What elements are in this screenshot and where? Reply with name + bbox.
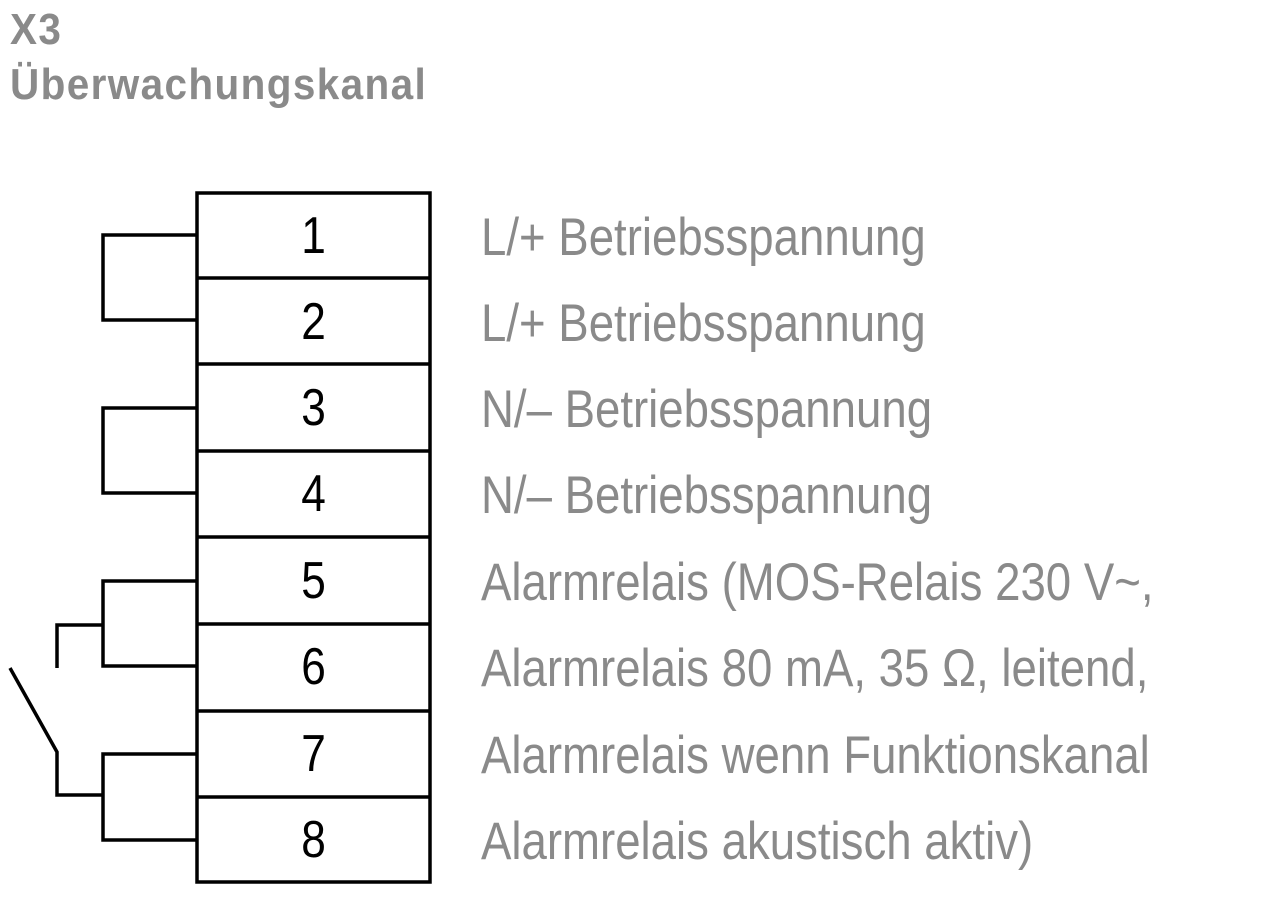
terminal-number: 6 xyxy=(301,638,326,696)
relay-switch-contact xyxy=(8,667,103,797)
terminal-number: 2 xyxy=(301,293,326,351)
terminal-number: 7 xyxy=(301,725,326,783)
terminal-description: Alarmrelais akustisch aktiv) xyxy=(481,812,1034,871)
terminal-number: 5 xyxy=(301,552,326,610)
terminal-description: N/– Betriebsspannung xyxy=(481,380,933,439)
terminal-number: 4 xyxy=(301,465,326,523)
bridge-5-6 xyxy=(101,579,197,668)
terminal-description: L/+ Betriebsspannung xyxy=(481,294,926,353)
terminal-code: X3 xyxy=(10,5,63,54)
terminal-description: Alarmrelais 80 mA, 35 Ω, leitend, xyxy=(481,639,1149,698)
bridge-3-4 xyxy=(101,406,197,495)
terminal-number: 3 xyxy=(301,379,326,437)
terminal-description: L/+ Betriebsspannung xyxy=(481,208,926,267)
diagram-title: Überwachungskanal xyxy=(10,60,428,109)
bridge-7-8 xyxy=(101,752,197,842)
terminal-description: Alarmrelais (MOS-Relais 230 V~, xyxy=(481,553,1154,612)
terminal-description: N/– Betriebsspannung xyxy=(481,466,933,525)
terminal-number: 8 xyxy=(301,811,326,869)
terminal-number: 1 xyxy=(301,207,326,265)
terminal-description: Alarmrelais wenn Funktionskanal xyxy=(481,726,1150,785)
bridge-1-2 xyxy=(101,233,197,322)
relay-contact-upper xyxy=(55,623,103,668)
